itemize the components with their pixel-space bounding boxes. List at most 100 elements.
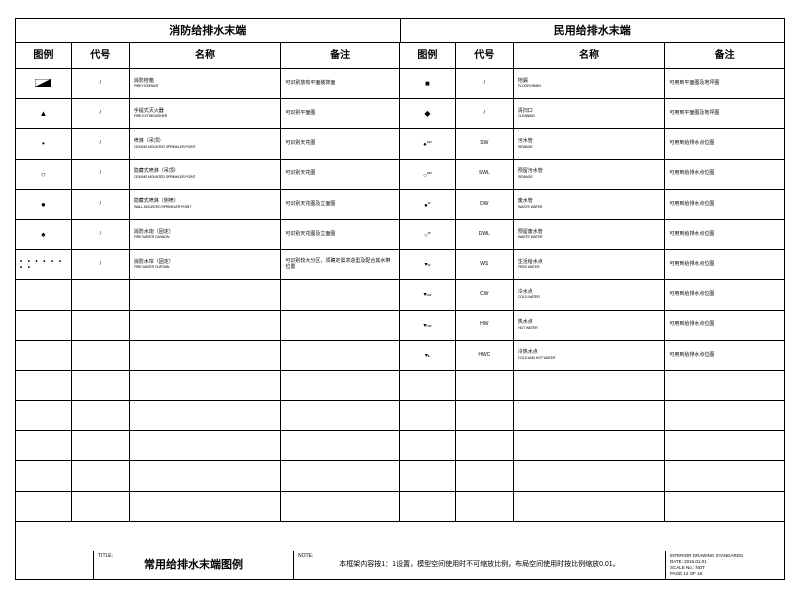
cell-legend: ●w bbox=[400, 190, 456, 219]
tb-note-text: 本框架内容按1：1设置，模型空间使用时不可缩放比例，布局空间使用时按比例缩放0.… bbox=[298, 553, 661, 577]
data-area: /消防栓箱FIRE HYDRANT可识别放有平面装饰面■/地漏FLOOR DRA… bbox=[16, 69, 784, 551]
cell-note bbox=[665, 401, 784, 430]
cell-legend: ▾w bbox=[400, 250, 456, 279]
symbol-icon: ▾cw bbox=[423, 291, 431, 298]
cell-name: 热水点HOT WATER bbox=[514, 311, 666, 340]
cell-code: / bbox=[456, 69, 514, 98]
tb-info-4: PAGE 12 OF 18 bbox=[670, 571, 780, 577]
table-row bbox=[16, 401, 784, 431]
symbol-icon: ◆ bbox=[424, 109, 430, 118]
cell-legend bbox=[16, 431, 72, 460]
table-row: ▲/手提式灭火器FIRE EXTINGUISHER可识别平面图◆/清扫口CLEA… bbox=[16, 99, 784, 129]
cell-code: / bbox=[72, 69, 130, 98]
cell-name: 清扫口CLEANING bbox=[514, 99, 666, 128]
cell-name bbox=[514, 401, 666, 430]
cell-legend: ▾hw bbox=[400, 311, 456, 340]
cell-name: 喷淋（吊顶）CEILING MOUNTED SPRINKLER POINT bbox=[130, 129, 282, 158]
cell-note: 可识别天花图及立面图 bbox=[281, 220, 400, 249]
symbol-icon: ● bbox=[41, 200, 46, 209]
cell-name: 手提式灭火器FIRE EXTINGUISHER bbox=[130, 99, 282, 128]
cell-note: 可用到给排水点位图 bbox=[665, 250, 784, 279]
cell-note bbox=[665, 431, 784, 460]
cell-legend bbox=[400, 371, 456, 400]
cell-name bbox=[514, 371, 666, 400]
cell-legend bbox=[16, 371, 72, 400]
cell-code bbox=[72, 492, 130, 521]
cell-note: 可用到给排水点位图 bbox=[665, 220, 784, 249]
cell-legend bbox=[16, 280, 72, 309]
cell-code bbox=[456, 461, 514, 490]
cell-name: 预留污水管SEWAGE bbox=[514, 160, 666, 189]
cell-code bbox=[456, 371, 514, 400]
cell-code: SWL bbox=[456, 160, 514, 189]
symbol-icon: ▲ bbox=[39, 109, 47, 118]
cell-note: 可用到给排水点位图 bbox=[665, 341, 784, 370]
cell-legend bbox=[16, 401, 72, 430]
symbol-icon: ○sw bbox=[423, 170, 432, 179]
table-row bbox=[16, 431, 784, 461]
cell-legend: ▲ bbox=[16, 99, 72, 128]
symbol-icon: ♠ bbox=[41, 230, 45, 239]
cell-code: / bbox=[72, 129, 130, 158]
cell-code: / bbox=[456, 99, 514, 128]
cell-name: 冷热水点COLD AND HOT WATER bbox=[514, 341, 666, 370]
cell-note bbox=[281, 461, 400, 490]
cell-code bbox=[72, 280, 130, 309]
cell-name bbox=[130, 311, 282, 340]
symbol-icon: ●sw bbox=[423, 139, 432, 148]
drawing-title: 常用给排水末端图例 bbox=[98, 553, 289, 577]
symbol-icon: ○w bbox=[424, 230, 431, 239]
table-row: ○/隐藏式喷淋（吊顶）CEILING MOUNTED SPRINKLER POI… bbox=[16, 160, 784, 190]
col-name-r: 名称 bbox=[514, 43, 666, 68]
col-note-r: 备注 bbox=[665, 43, 784, 68]
tb-info: INTERIOR DRAWING STANDARDS DATE: 2016.01… bbox=[666, 551, 784, 579]
table-row: ●/隐藏式喷淋（侧喷）WALL MOUNTED SPRINKLER POINT可… bbox=[16, 190, 784, 220]
cell-code bbox=[72, 371, 130, 400]
cell-code: DWL bbox=[456, 220, 514, 249]
table-row bbox=[16, 492, 784, 522]
cell-name: 隐藏式喷淋（侧喷）WALL MOUNTED SPRINKLER POINT bbox=[130, 190, 282, 219]
cell-code: / bbox=[72, 99, 130, 128]
symbol-icon: ▾▸ bbox=[425, 352, 430, 359]
cell-note bbox=[281, 492, 400, 521]
cell-name bbox=[514, 431, 666, 460]
cell-name: 生活给水点FEED WATER bbox=[514, 250, 666, 279]
cell-code bbox=[456, 431, 514, 460]
cell-name: 隐藏式喷淋（吊顶）CEILING MOUNTED SPRINKLER POINT bbox=[130, 160, 282, 189]
cell-note bbox=[281, 341, 400, 370]
symbol-icon bbox=[35, 79, 51, 89]
cell-name bbox=[130, 431, 282, 460]
cell-code: HW bbox=[456, 311, 514, 340]
cell-note: 可识别天花图 bbox=[281, 160, 400, 189]
cell-code bbox=[72, 431, 130, 460]
titleblock: TITLE: 常用给排水末端图例 NOTE: 本框架内容按1：1设置，模型空间使… bbox=[16, 551, 784, 579]
table-row: ▾▸HWC冷热水点COLD AND HOT WATER可用到给排水点位图 bbox=[16, 341, 784, 371]
cell-legend: ●sw bbox=[400, 129, 456, 158]
col-code-r: 代号 bbox=[456, 43, 514, 68]
tb-blank bbox=[16, 551, 94, 579]
cell-code: WS bbox=[456, 250, 514, 279]
cell-note: 可用到平面图及地坪图 bbox=[665, 69, 784, 98]
cell-legend: ▾▸ bbox=[400, 341, 456, 370]
tb-title: TITLE: 常用给排水末端图例 bbox=[94, 551, 294, 579]
symbol-icon: ■ bbox=[425, 79, 430, 88]
cell-code: / bbox=[72, 250, 130, 279]
cell-name: 地漏FLOOR DRAIN bbox=[514, 69, 666, 98]
cell-legend: ○w bbox=[400, 220, 456, 249]
cell-name bbox=[130, 461, 282, 490]
table-row bbox=[16, 371, 784, 401]
cell-note: 可用到给排水点位图 bbox=[665, 280, 784, 309]
symbol-icon: • • • • • • • • bbox=[20, 259, 67, 271]
symbol-icon: • bbox=[42, 139, 45, 148]
cell-legend: ♠ bbox=[16, 220, 72, 249]
cell-note bbox=[281, 311, 400, 340]
cell-code bbox=[72, 311, 130, 340]
drawing-frame: 消防给排水末端 民用给排水末端 图例 代号 名称 备注 图例 代号 名称 备注 … bbox=[15, 18, 785, 580]
col-name-l: 名称 bbox=[130, 43, 282, 68]
symbol-icon: ○ bbox=[41, 170, 46, 179]
cell-name bbox=[514, 461, 666, 490]
table-row bbox=[16, 461, 784, 491]
symbol-icon: ▾w bbox=[424, 261, 430, 268]
cell-note: 可识别天花图及立面图 bbox=[281, 190, 400, 219]
table-row: ♠/消防水炮（固定）FIRE WATER CANNON可识别天花图及立面图○wD… bbox=[16, 220, 784, 250]
